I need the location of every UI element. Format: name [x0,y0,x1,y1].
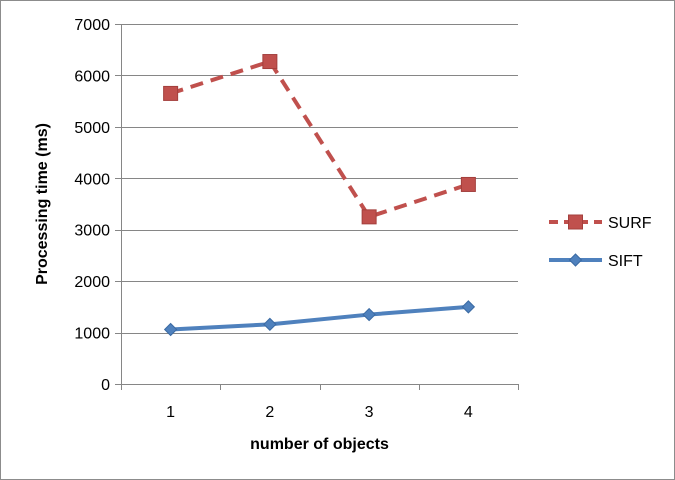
x-tick-label: 2 [265,404,274,421]
legend-sift-label: SIFT [608,253,643,270]
y-tick-label: 3000 [74,223,110,240]
legend-sift-marker [568,253,583,267]
y-tick-label: 0 [101,377,110,394]
sift-data-point [163,322,178,337]
legend: SURF SIFT [549,214,652,270]
sift-data-point [362,307,376,322]
y-tick-label: 2000 [74,274,110,291]
series-markers [163,54,476,337]
y-tick-label: 6000 [74,68,110,85]
sift-data-point [461,300,476,314]
surf-series-line [170,59,469,219]
sift-data-point [263,317,277,332]
axes [115,24,519,390]
x-tick-label: 1 [166,404,175,421]
legend-surf-marker [568,214,583,230]
y-tick-label: 5000 [74,120,110,137]
surf-data-point [361,209,377,225]
x-tick-labels: 1 2 3 4 [166,404,473,421]
y-tick-label: 7000 [74,17,110,34]
series-lines [170,59,469,332]
y-tick-label: 1000 [74,326,110,343]
y-tick-label: 4000 [74,171,110,188]
y-tick-labels: 0 1000 2000 3000 4000 5000 6000 7000 [74,17,110,394]
surf-data-point [163,85,179,101]
surf-data-point [262,54,278,70]
sift-series-line [170,304,469,332]
x-tick-label: 3 [365,404,374,421]
x-tick-label: 4 [464,404,473,421]
gridlines [121,24,518,334]
legend-surf-label: SURF [608,215,652,232]
surf-data-point [460,176,476,192]
y-axis-title: Processing time (ms) [34,123,51,285]
x-axis-title: number of objects [250,436,389,453]
